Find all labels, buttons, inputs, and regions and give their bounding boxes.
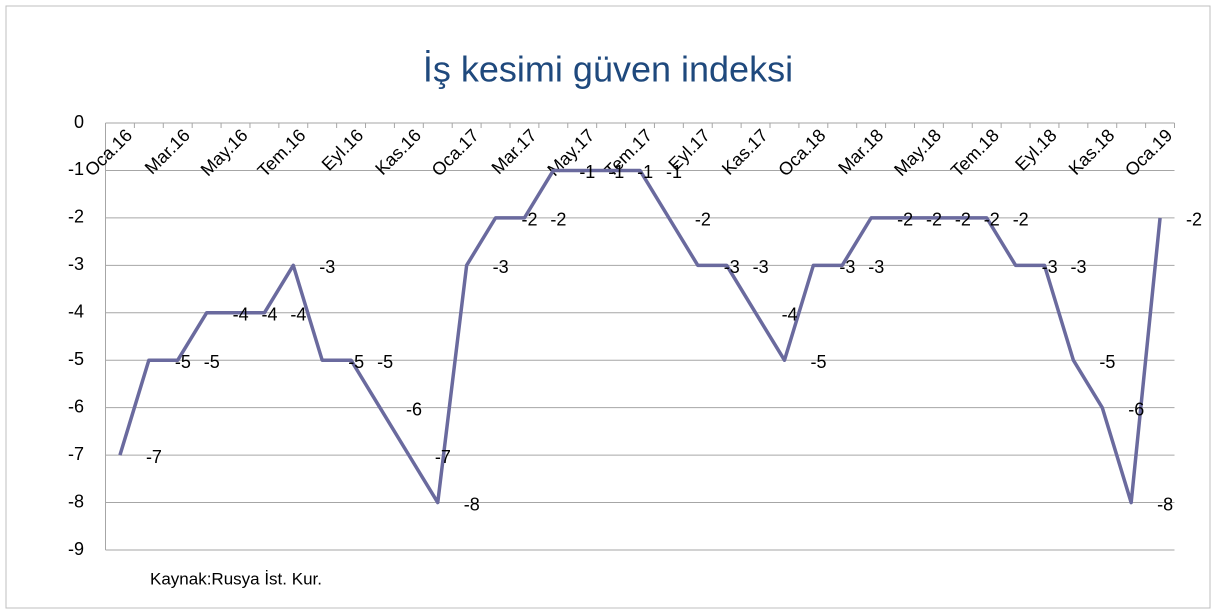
source-note: Kaynak:Rusya İst. Kur. [150, 569, 322, 588]
data-label: -5 [377, 352, 393, 372]
data-label: -3 [1070, 257, 1086, 277]
y-tick-label: -3 [68, 254, 84, 274]
data-label: -8 [464, 494, 480, 514]
data-label: -1 [579, 162, 595, 182]
y-tick-label: -8 [68, 491, 84, 511]
data-label: -6 [1128, 399, 1144, 419]
data-label: -2 [955, 210, 971, 230]
data-label: -4 [290, 305, 306, 325]
y-tick-label: -4 [68, 302, 84, 322]
data-label: -4 [233, 305, 249, 325]
y-tick-label: -9 [68, 539, 84, 559]
data-label: -2 [897, 210, 913, 230]
data-label: -7 [435, 447, 451, 467]
data-label: -2 [1013, 210, 1029, 230]
data-label: -1 [608, 162, 624, 182]
data-label: -6 [406, 399, 422, 419]
data-label: -2 [550, 210, 566, 230]
chart-title: İş kesimi güven indeksi [423, 49, 793, 90]
data-label: -8 [1157, 494, 1173, 514]
data-label: -3 [724, 257, 740, 277]
data-label: -7 [146, 447, 162, 467]
data-label: -2 [984, 210, 1000, 230]
data-label: -3 [319, 257, 335, 277]
data-label: -3 [753, 257, 769, 277]
data-label: -3 [868, 257, 884, 277]
data-label: -5 [1099, 352, 1115, 372]
chart-border [5, 5, 1211, 609]
data-label: -5 [175, 352, 191, 372]
y-tick-label: -7 [68, 444, 84, 464]
data-label: -2 [1186, 210, 1202, 230]
data-label: -1 [637, 162, 653, 182]
y-tick-label: -5 [68, 349, 84, 369]
data-label: -4 [262, 305, 278, 325]
data-label: -1 [666, 162, 682, 182]
y-tick-label: -6 [68, 396, 84, 416]
series-line [118, 168, 1162, 505]
data-label: -5 [810, 352, 826, 372]
data-label: -3 [493, 257, 509, 277]
data-label: -5 [204, 352, 220, 372]
data-label: -4 [782, 305, 798, 325]
data-label: -2 [695, 210, 711, 230]
y-tick-label: -2 [68, 207, 84, 227]
data-label: -2 [522, 210, 538, 230]
data-label: -3 [839, 257, 855, 277]
y-tick-label: 0 [74, 112, 84, 132]
data-label: -2 [926, 210, 942, 230]
data-label: -5 [348, 352, 364, 372]
y-tick-label: -1 [68, 159, 84, 179]
data-label: -3 [1042, 257, 1058, 277]
